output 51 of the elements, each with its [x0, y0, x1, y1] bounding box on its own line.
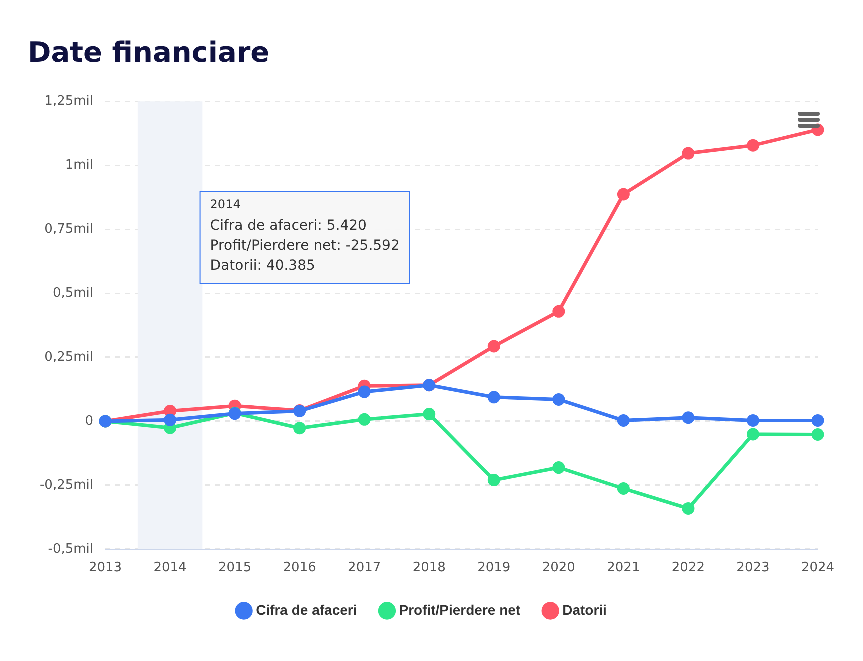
annotation: Cifra de afaceri: 5.420	[210, 218, 367, 234]
point	[812, 414, 824, 427]
x-tick-label: 2014	[154, 560, 187, 576]
x-tick-label: 2021	[607, 560, 640, 576]
x-tick-label: 2013	[88, 560, 122, 576]
x-tick-label: 2022	[672, 560, 706, 576]
point	[552, 462, 566, 474]
point	[423, 408, 436, 421]
x-tick-label: 2015	[218, 560, 252, 576]
x-tick-label: 2019	[478, 560, 511, 576]
point	[617, 482, 630, 496]
point	[617, 414, 630, 427]
annotation: 2014	[210, 198, 241, 212]
y-tick-label: 0,25mil	[44, 350, 94, 365]
point	[617, 188, 630, 201]
y-tick-label: 0,75mil	[44, 222, 94, 237]
point	[552, 393, 566, 406]
point	[746, 139, 760, 152]
x-tick-label: 2018	[412, 560, 446, 576]
point	[488, 340, 500, 353]
point	[682, 147, 695, 160]
annotation: Datorii: 40.385	[210, 258, 316, 274]
point	[746, 414, 760, 427]
y-tick-label: 1,25mil	[44, 94, 94, 109]
point	[164, 404, 177, 418]
point	[294, 422, 306, 435]
point	[164, 414, 177, 426]
x-tick-label: 2020	[542, 560, 576, 576]
point	[358, 386, 371, 398]
legend-label: Profit/Pierdere net	[399, 602, 521, 618]
point	[552, 305, 566, 318]
legend-label: Cifra de afaceri	[256, 602, 358, 618]
y-tick-label: 0	[85, 414, 94, 429]
annotation: Profit/Pierdere net: -25.592	[210, 238, 400, 254]
point	[488, 391, 500, 404]
point	[682, 502, 695, 515]
chart-title: Date financiare	[28, 36, 270, 70]
y-tick-label: -0,25mil	[40, 478, 94, 493]
point	[682, 412, 695, 424]
x-tick-label: 2023	[736, 560, 770, 576]
x-tick-label: 2024	[801, 560, 835, 576]
point	[812, 428, 824, 442]
x-tick-label: 2016	[283, 560, 316, 576]
legend-label: Datorii	[562, 602, 607, 618]
point	[358, 413, 371, 426]
x-tick-label: 2017	[348, 560, 382, 576]
y-tick-label: -0,5mil	[48, 542, 94, 557]
point	[746, 428, 760, 441]
y-tick-label: 0,5mil	[52, 286, 94, 301]
y-tick-label: 1mil	[65, 158, 94, 173]
point	[488, 474, 500, 487]
